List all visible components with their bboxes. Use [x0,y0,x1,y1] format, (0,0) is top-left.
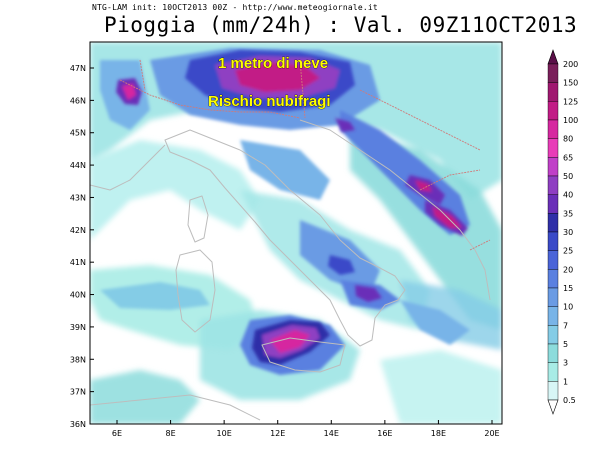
lat-tick-label: 39N [70,323,86,332]
colorbar-swatch [547,63,559,83]
colorbar-swatch [547,325,559,345]
colorbar-swatch [547,381,559,401]
colorbar-swatch [547,362,559,382]
colorbar-swatch [547,343,559,363]
colorbar-label: 125 [563,97,578,106]
colorbar-label: 150 [563,79,578,88]
latitude-axis: 47N 46N 45N 44N 43N 42N 41N 40N 39N 38N 37N 36N [70,64,94,429]
colorbar-swatch [547,269,559,289]
colorbar-label: 3 [563,359,568,368]
lon-tick-label: 14E [324,429,339,438]
colorbar-label: 0.5 [563,396,576,405]
lon-tick-label: 10E [217,429,232,438]
colorbar-label: 65 [563,153,573,162]
colorbar-swatch [547,194,559,214]
lat-tick-label: 38N [70,355,86,364]
colorbar-label: 5 [563,340,568,349]
lat-tick-label: 37N [70,388,86,397]
lat-tick-label: 43N [70,193,86,202]
model-info: NTG-LAM init: 10OCT2013 00Z - http://www… [92,3,378,12]
lon-tick-label: 18E [431,429,446,438]
colorbar-swatch [547,175,559,195]
colorbar-label: 15 [563,284,573,293]
colorbar-swatch [547,101,559,121]
lat-tick-label: 47N [70,64,86,73]
colorbar-swatch [547,213,559,233]
colorbar-swatch [547,231,559,251]
lat-tick-label: 44N [70,161,86,170]
colorbar-swatch [547,138,559,158]
lon-tick-label: 8E [165,429,175,438]
lat-tick-label: 41N [70,258,86,267]
lon-tick-label: 16E [377,429,392,438]
colorbar-swatch [547,82,559,102]
longitude-axis: 6E 8E 10E 12E 14E 16E 18E 20E [112,420,500,438]
colorbar-swatch [547,119,559,139]
lat-tick-label: 42N [70,226,86,235]
colorbar-label: 1 [563,377,568,386]
lat-tick-label: 45N [70,129,86,138]
colorbar-bottom-arrow [547,399,559,415]
colorbar-label: 50 [563,172,573,181]
colorbar: 200 150 125 100 80 65 50 40 35 30 25 20 15 10 7 5 3 1 0.5 [547,49,578,415]
colorbar-label: 80 [563,135,573,144]
rain-field-heavy [116,50,468,365]
colorbar-label: 30 [563,228,573,237]
colorbar-swatch [547,287,559,307]
map-area: 1 metro di neve Rischio nubifragi [90,42,502,424]
annotation-storms: Rischio nubifragi [208,93,331,110]
colorbar-label: 200 [563,60,578,69]
lon-tick-label: 12E [270,429,285,438]
lat-tick-label: 36N [70,420,86,429]
colorbar-label: 40 [563,191,573,200]
colorbar-label: 100 [563,116,578,125]
annotation-snow: 1 metro di neve [218,55,328,72]
colorbar-label: 10 [563,303,573,312]
map-frame [89,41,503,425]
colorbar-label: 35 [563,209,573,218]
colorbar-swatch [547,250,559,270]
lon-tick-label: 6E [112,429,122,438]
colorbar-label: 20 [563,265,573,274]
colorbar-swatch [547,306,559,326]
colorbar-top-arrow [547,49,559,65]
colorbar-label: 7 [563,321,568,330]
lat-tick-label: 46N [70,96,86,105]
lon-tick-label: 20E [484,429,499,438]
lat-tick-label: 40N [70,291,86,300]
page-title: Pioggia (mm/24h) : Val. 09Z11OCT2013 [104,13,578,37]
colorbar-label: 25 [563,247,573,256]
colorbar-swatch [547,157,559,177]
coastlines [90,59,491,421]
